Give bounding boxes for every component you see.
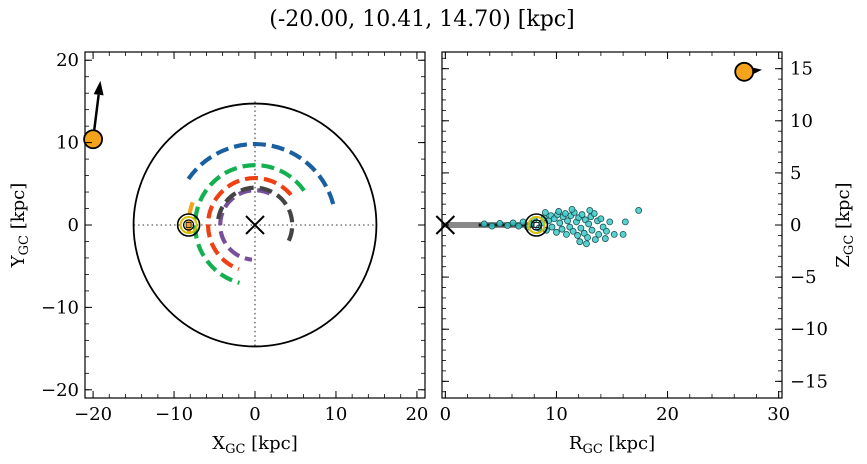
scatter-point bbox=[569, 227, 577, 235]
scatter-point bbox=[597, 215, 605, 223]
right-plot-area bbox=[435, 61, 762, 248]
scatter-point bbox=[606, 218, 614, 226]
scatter-point bbox=[480, 220, 488, 228]
object-marker bbox=[83, 129, 103, 150]
x-tick-label: 30 bbox=[767, 404, 790, 425]
outer-arm bbox=[186, 141, 336, 205]
y-tick-label: −5 bbox=[790, 267, 817, 288]
scatter-point bbox=[515, 222, 523, 230]
y-tick-label: −15 bbox=[790, 371, 828, 392]
scatter-point bbox=[588, 226, 596, 234]
sun-marker-core bbox=[533, 222, 540, 228]
sun-marker-core bbox=[185, 222, 192, 228]
scatter-point bbox=[578, 211, 586, 218]
scatter-point bbox=[561, 210, 569, 217]
object-marker bbox=[734, 61, 755, 82]
perseus-arm bbox=[193, 162, 306, 285]
sun-marker bbox=[524, 213, 549, 237]
norma-arm bbox=[215, 185, 295, 242]
x-tick-label: 10 bbox=[545, 404, 568, 425]
scatter-point bbox=[553, 228, 560, 236]
y-tick-label: 0 bbox=[790, 215, 801, 236]
scatter-point bbox=[577, 224, 585, 232]
y-tick-label: 20 bbox=[56, 50, 79, 71]
scatter-point bbox=[488, 222, 496, 230]
scatter-point bbox=[583, 240, 590, 248]
y-tick-label: 10 bbox=[790, 111, 813, 132]
galaxy-boundary-circle bbox=[132, 102, 378, 348]
galactic-center-marker bbox=[245, 215, 265, 235]
scatter-point bbox=[558, 225, 566, 233]
scatter-point bbox=[591, 236, 599, 243]
scatter-point bbox=[586, 207, 594, 214]
right-ticks: 0 10 20 30−15 −10 −5 0 5 10 15 bbox=[440, 52, 828, 425]
sun-marker-ring bbox=[527, 216, 546, 234]
x-tick-label: 20 bbox=[656, 404, 679, 425]
scatter-point bbox=[621, 218, 629, 226]
scatter-point bbox=[504, 222, 511, 229]
scatter-point bbox=[574, 232, 581, 239]
sun-marker bbox=[176, 213, 201, 237]
scatter-point bbox=[584, 234, 591, 241]
y-tick-label: 0 bbox=[68, 215, 79, 236]
y-tick-label: 5 bbox=[790, 163, 801, 184]
scatter-point bbox=[548, 223, 556, 231]
scatter-point bbox=[635, 207, 643, 214]
right-y-axis-label: ZGC [kpc] bbox=[833, 182, 857, 267]
scatter-point bbox=[556, 219, 564, 227]
figure-title: (-20.00, 10.41, 14.70) [kpc] bbox=[269, 7, 574, 32]
scatter-point bbox=[601, 235, 609, 242]
meridional-panel: 0 10 20 30−15 −10 −5 0 5 10 15 RGC [kpc] ZGC [kpc… bbox=[435, 51, 857, 457]
scatter-point bbox=[564, 217, 571, 225]
sun-marker-inner bbox=[183, 219, 195, 231]
left-ticks: −20 −10 0 10 20 −20 −10 0 10 20 bbox=[41, 50, 428, 425]
velocity-arrow-head bbox=[93, 80, 104, 96]
scatter-point bbox=[619, 230, 627, 238]
scatter-point bbox=[568, 205, 576, 213]
scutum-arm bbox=[218, 188, 271, 262]
left-plot-area bbox=[83, 80, 378, 349]
galactic-plane-panel: −20 −10 0 10 20 −20 −10 0 10 20 XGC [kpc] YGC [kp… bbox=[8, 50, 428, 457]
y-tick-label: −20 bbox=[41, 380, 79, 401]
sagittarius-arm bbox=[205, 175, 293, 272]
scatter-point bbox=[610, 230, 618, 238]
right-x-axis-label: RGC [kpc] bbox=[569, 433, 655, 457]
y-tick-label: 15 bbox=[790, 59, 813, 80]
scatter-point bbox=[585, 220, 593, 228]
x-tick-label: 20 bbox=[405, 404, 428, 425]
scatter-point bbox=[496, 220, 504, 227]
x-tick-label: 10 bbox=[324, 404, 347, 425]
sun-marker-inner bbox=[530, 219, 543, 231]
x-tick-label: 0 bbox=[249, 404, 260, 425]
scatter-point bbox=[509, 219, 517, 227]
y-tick-label: −10 bbox=[790, 319, 828, 340]
left-x-axis-label: XGC [kpc] bbox=[212, 433, 297, 457]
scatter-point bbox=[595, 230, 603, 238]
y-tick-label: 10 bbox=[56, 133, 79, 154]
scatter-point bbox=[603, 227, 610, 235]
x-tick-label: −10 bbox=[155, 404, 193, 425]
scatter-point bbox=[555, 208, 563, 215]
scatter-point bbox=[541, 209, 549, 216]
x-tick-label: −20 bbox=[74, 404, 112, 425]
left-y-axis-label: YGC [kpc] bbox=[8, 183, 32, 269]
sun-marker-ring bbox=[179, 216, 198, 234]
scatter-point bbox=[563, 230, 570, 238]
y-tick-label: −10 bbox=[41, 297, 79, 318]
scatter-point bbox=[576, 238, 584, 246]
x-tick-label: 0 bbox=[440, 404, 451, 425]
